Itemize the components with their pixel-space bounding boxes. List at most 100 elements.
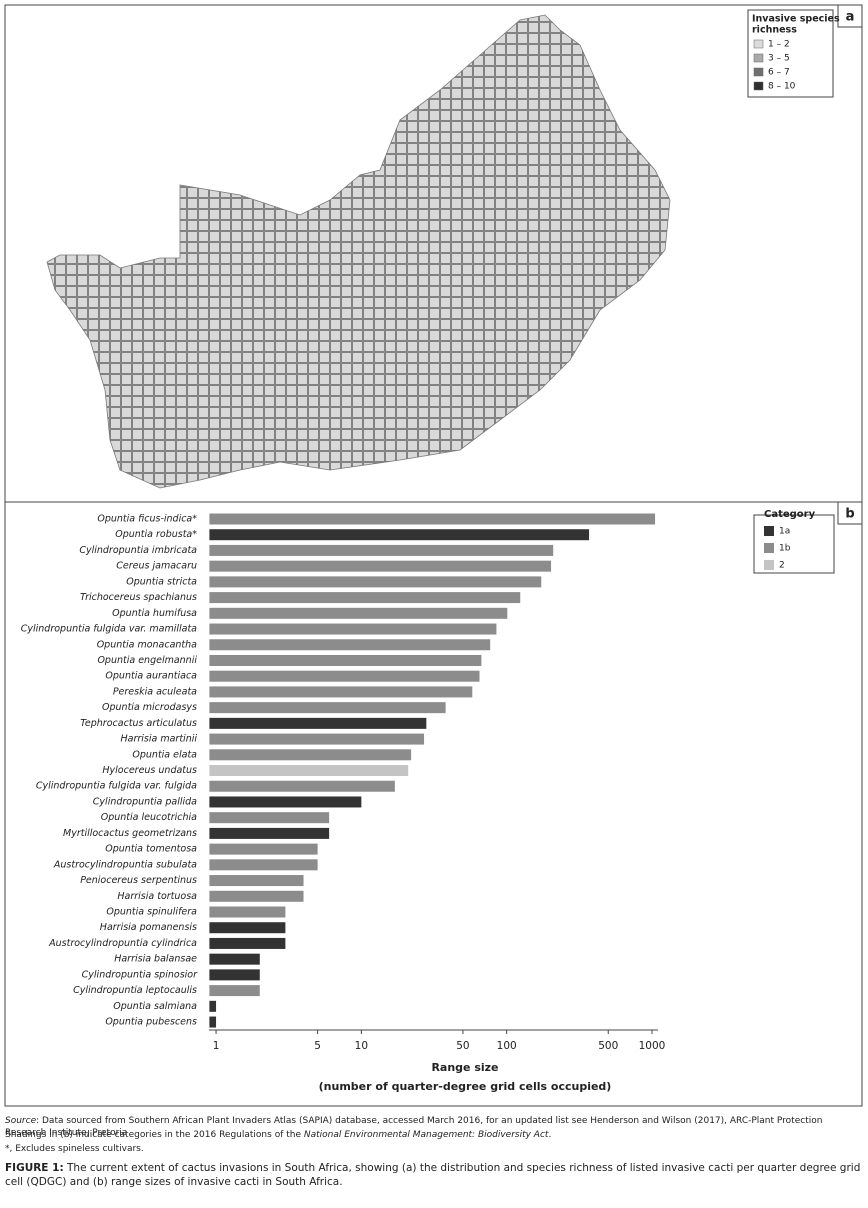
map-legend-swatch [753,67,764,77]
x-axis-label: Range size [431,1061,498,1074]
bar [209,1000,217,1012]
y-tick-label: Cylindropuntia leptocaulis [73,985,197,996]
map-legend-title: Invasive species [752,14,840,25]
source-note: Source: Data sourced from Southern Afric… [5,1115,865,1139]
map-legend-label: 3 – 5 [768,54,790,64]
panel-label: a [846,10,855,25]
x-tick-label: 10 [355,1040,368,1052]
legend-swatch [764,543,774,553]
bar [209,529,590,541]
bar [209,592,521,604]
bar [209,890,304,902]
bar [209,607,508,619]
y-tick-label: Opuntia humifusa [112,608,197,619]
y-tick-label: Harrisia martinii [121,734,198,745]
y-tick-label: Opuntia tomentosa [105,844,197,855]
x-axis-label: (number of quarter-degree grid cells occ… [319,1080,612,1093]
map-legend-label: 8 – 10 [768,82,796,92]
y-tick-label: Cylindropuntia imbricata [79,545,197,556]
y-tick-label: Tephrocactus articulatus [80,718,197,729]
map-legend-swatch [753,39,764,49]
x-tick-label: 50 [456,1040,469,1052]
caption: FIGURE 1: The current extent of cactus i… [5,1161,863,1189]
bar [209,922,286,934]
y-tick-label: Pereskia aculeata [113,686,197,697]
y-tick-label: Cylindropuntia fulgida var. fulgida [36,781,197,792]
y-tick-label: Opuntia spinulifera [106,907,197,918]
bar [209,733,425,745]
panel-label-box [837,4,863,28]
y-tick-label: Harrisia balansae [114,954,197,965]
bar [209,623,497,635]
bar [209,576,542,588]
y-tick-label: Opuntia engelmannii [97,655,197,666]
map-legend-swatch [753,81,764,91]
x-tick-label: 500 [598,1040,618,1052]
y-tick-label: Harrisia tortuosa [117,891,197,902]
panel-b-frame [4,501,863,1107]
bar [209,827,330,839]
legend-label: 1b [779,544,791,554]
shadings-text: . [548,1130,552,1140]
bar [209,796,362,808]
bar [209,513,656,525]
bar [209,843,318,855]
y-tick-label: Peniocereus serpentinus [80,875,197,886]
y-tick-label: Opuntia pubescens [105,1017,197,1028]
bar [209,906,286,918]
bar [209,1016,217,1028]
bar [209,749,412,761]
bar [209,937,286,949]
panel-label: b [845,507,854,522]
map-legend-label: 6 – 7 [768,68,790,78]
bar [209,875,304,887]
act-name: National Environmental Management: Biodi… [303,1130,549,1140]
bar [209,985,260,997]
bar [209,560,552,572]
legend-swatch [764,526,774,536]
x-tick-label: 1 [213,1040,220,1052]
legend-label: 1a [779,527,790,537]
bar [209,686,473,698]
y-tick-label: Cereus jamacaru [116,561,197,572]
y-tick-label: Opuntia leucotrichia [101,812,197,823]
y-tick-label: Opuntia aurantiaca [105,671,197,682]
bar [209,812,330,824]
y-tick-label: Hylocereus undatus [102,765,197,776]
shadings-note: Shadings in (b) indicate categories in t… [5,1129,865,1141]
bar [209,780,395,792]
caption-text: The current extent of cactus invasions i… [5,1162,861,1188]
y-tick-label: Opuntia robusta* [115,529,197,540]
bar [209,654,482,666]
caption-label: FIGURE 1: [5,1162,64,1174]
y-tick-label: Cylindropuntia pallida [93,796,197,807]
bar [209,544,554,556]
y-tick-label: Opuntia salmiana [113,1001,197,1012]
y-tick-label: Myrtillocactus geometrizans [63,828,197,839]
shadings-text: Shadings in (b) indicate categories in t… [5,1130,304,1140]
y-tick-label: Opuntia stricta [126,576,197,587]
bar [209,702,446,714]
bar [209,765,409,777]
bar [209,639,491,651]
y-tick-label: Trichocereus spachianus [80,592,197,603]
y-tick-label: Opuntia microdasys [102,702,197,713]
y-tick-label: Opuntia ficus-indica* [97,514,197,525]
map-outline [46,14,671,489]
y-tick-label: Harrisia pomanensis [100,922,197,933]
source-label: Source [5,1116,37,1126]
x-tick-label: 100 [497,1040,517,1052]
bar [209,859,318,871]
legend-title: Category [764,509,816,520]
bar [209,969,260,981]
legend-label: 2 [779,561,785,571]
map-legend-swatch [753,53,764,63]
map-legend-title: richness [752,25,797,36]
x-tick-label: 1000 [639,1040,666,1052]
map-legend-label: 1 – 2 [768,40,790,50]
legend-swatch [764,560,774,570]
x-tick-label: 5 [314,1040,321,1052]
y-tick-label: Opuntia monacantha [97,639,197,650]
y-tick-label: Austrocylindropuntia subulata [53,859,197,870]
